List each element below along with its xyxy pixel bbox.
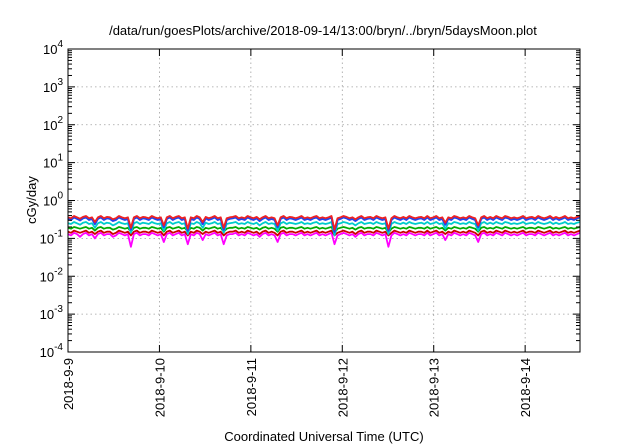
x-tick-label: 2018-9-12 — [335, 358, 350, 417]
series-line — [67, 231, 581, 248]
x-tick-label: 2018-9-9 — [61, 358, 76, 410]
series-line — [67, 221, 581, 237]
x-tick-label: 2018-9-10 — [152, 358, 167, 417]
y-axis-label: cGy/day — [24, 176, 39, 224]
y-tick-label: 101 — [43, 153, 63, 171]
y-tick-label: 10-2 — [40, 266, 64, 284]
y-tick-label: 102 — [43, 115, 63, 133]
x-axis-label: Coordinated Universal Time (UTC) — [224, 429, 423, 444]
x-tick-label: 2018-9-14 — [518, 358, 533, 417]
grid — [68, 49, 580, 352]
y-tick-label: 100 — [43, 191, 63, 209]
x-tick-label: 2018-9-11 — [244, 358, 259, 416]
series-line — [67, 229, 581, 237]
y-tick-label: 104 — [43, 39, 63, 57]
y-tick-label: 10-1 — [40, 228, 64, 246]
chart-title: /data/run/goesPlots/archive/2018-09-14/1… — [109, 23, 537, 38]
y-tick-label: 10-4 — [40, 342, 64, 360]
data-series — [67, 215, 581, 248]
y-tick-label: 103 — [43, 77, 63, 95]
y-tick-label: 10-3 — [40, 304, 64, 322]
axis-ticks: 10-4 10-3 10-2 10-1 100 101 102 103 104 2018-9-9 2… — [40, 39, 580, 417]
series-line — [67, 216, 581, 233]
series-line — [67, 215, 581, 231]
x-tick-label: 2018-9-13 — [427, 358, 442, 417]
series-line — [67, 226, 581, 234]
